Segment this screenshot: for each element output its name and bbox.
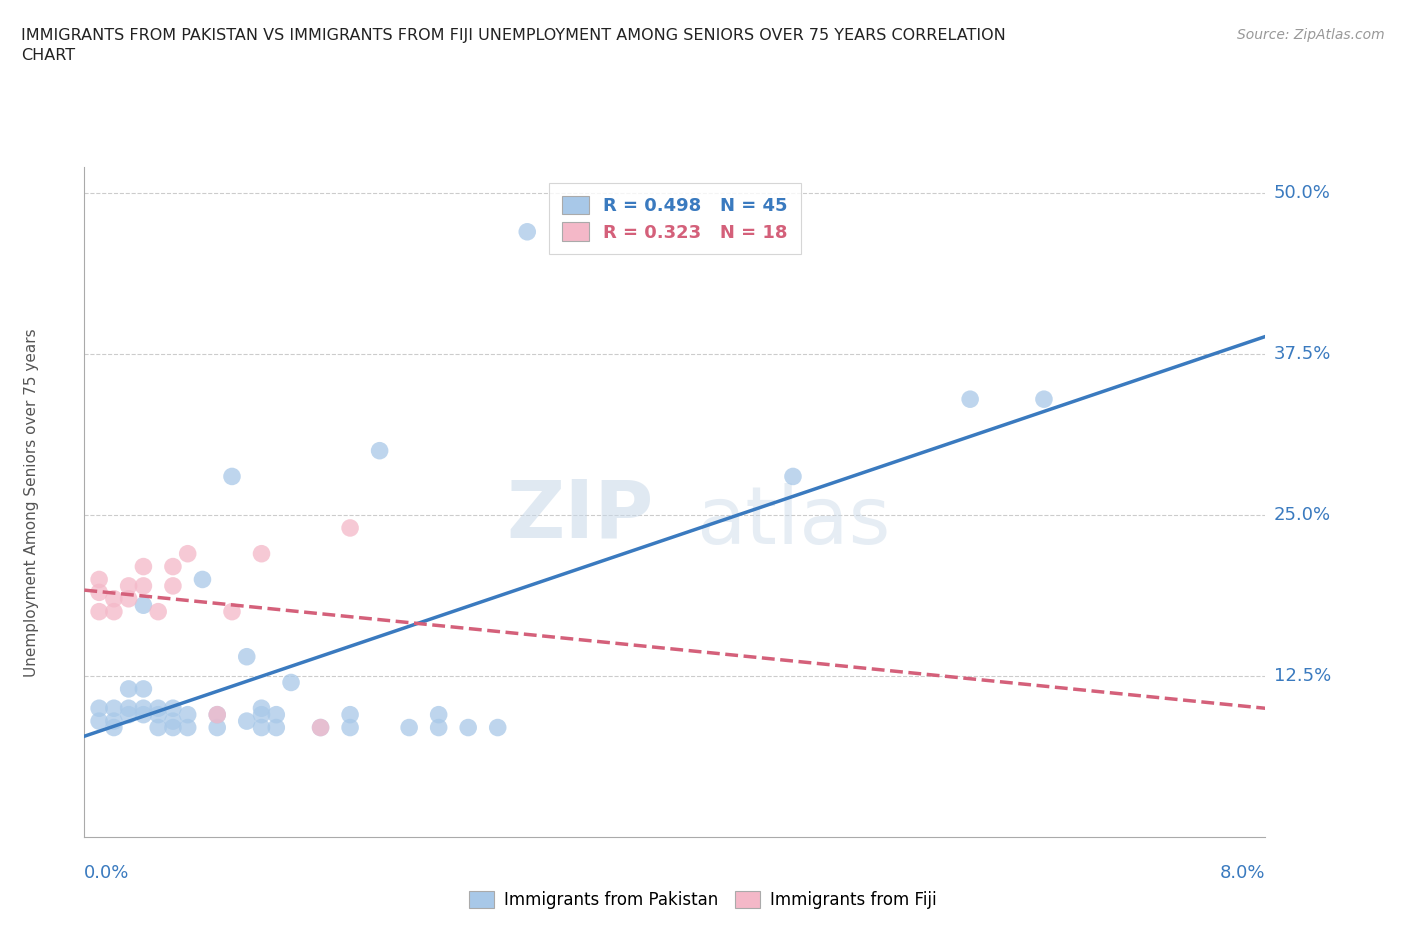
Point — [132, 682, 155, 697]
Point — [250, 720, 273, 735]
Point — [516, 224, 538, 239]
Text: Unemployment Among Seniors over 75 years: Unemployment Among Seniors over 75 years — [24, 328, 39, 676]
Legend: Immigrants from Pakistan, Immigrants from Fiji: Immigrants from Pakistan, Immigrants fro… — [461, 883, 945, 917]
Point — [118, 682, 141, 697]
Point — [118, 578, 141, 593]
Point — [132, 559, 155, 574]
Point — [103, 720, 125, 735]
Point — [148, 707, 170, 722]
Point — [309, 720, 332, 735]
Text: IMMIGRANTS FROM PAKISTAN VS IMMIGRANTS FROM FIJI UNEMPLOYMENT AMONG SENIORS OVER: IMMIGRANTS FROM PAKISTAN VS IMMIGRANTS F… — [21, 28, 1005, 62]
Point — [132, 578, 155, 593]
Point — [148, 604, 170, 619]
Text: 8.0%: 8.0% — [1220, 864, 1265, 882]
Point — [205, 707, 228, 722]
Point — [103, 591, 125, 606]
Point — [235, 713, 259, 728]
Point — [87, 585, 111, 600]
Point — [250, 707, 273, 722]
Point — [339, 720, 361, 735]
Point — [427, 720, 450, 735]
Point — [162, 559, 184, 574]
Point — [264, 720, 288, 735]
Point — [250, 701, 273, 716]
Point — [118, 591, 141, 606]
Point — [235, 649, 259, 664]
Text: 0.0%: 0.0% — [84, 864, 129, 882]
Point — [103, 604, 125, 619]
Point — [309, 720, 332, 735]
Point — [87, 701, 111, 716]
Point — [118, 701, 141, 716]
Text: 37.5%: 37.5% — [1274, 345, 1331, 363]
Point — [457, 720, 479, 735]
Point — [339, 707, 361, 722]
Point — [118, 707, 141, 722]
Point — [221, 469, 243, 484]
Point — [162, 720, 184, 735]
Point — [264, 707, 288, 722]
Point — [191, 572, 214, 587]
Point — [177, 707, 200, 722]
Point — [398, 720, 420, 735]
Point — [339, 521, 361, 536]
Point — [959, 392, 981, 406]
Point — [132, 598, 155, 613]
Text: atlas: atlas — [696, 484, 890, 562]
Point — [221, 604, 243, 619]
Text: 12.5%: 12.5% — [1274, 667, 1331, 685]
Text: Source: ZipAtlas.com: Source: ZipAtlas.com — [1237, 28, 1385, 42]
Legend: R = 0.498   N = 45, R = 0.323   N = 18: R = 0.498 N = 45, R = 0.323 N = 18 — [550, 183, 800, 254]
Point — [87, 604, 111, 619]
Point — [132, 707, 155, 722]
Point — [103, 701, 125, 716]
Point — [177, 546, 200, 561]
Point — [162, 701, 184, 716]
Point — [87, 572, 111, 587]
Text: 50.0%: 50.0% — [1274, 184, 1330, 202]
Text: 25.0%: 25.0% — [1274, 506, 1331, 525]
Point — [205, 720, 228, 735]
Point — [177, 720, 200, 735]
Point — [103, 713, 125, 728]
Point — [486, 720, 509, 735]
Point — [162, 578, 184, 593]
Point — [87, 713, 111, 728]
Point — [782, 469, 804, 484]
Point — [148, 701, 170, 716]
Point — [162, 713, 184, 728]
Point — [205, 707, 228, 722]
Point — [427, 707, 450, 722]
Point — [250, 546, 273, 561]
Point — [132, 701, 155, 716]
Text: ZIP: ZIP — [506, 476, 654, 554]
Point — [368, 444, 391, 458]
Point — [1032, 392, 1054, 406]
Point — [148, 720, 170, 735]
Point — [280, 675, 302, 690]
